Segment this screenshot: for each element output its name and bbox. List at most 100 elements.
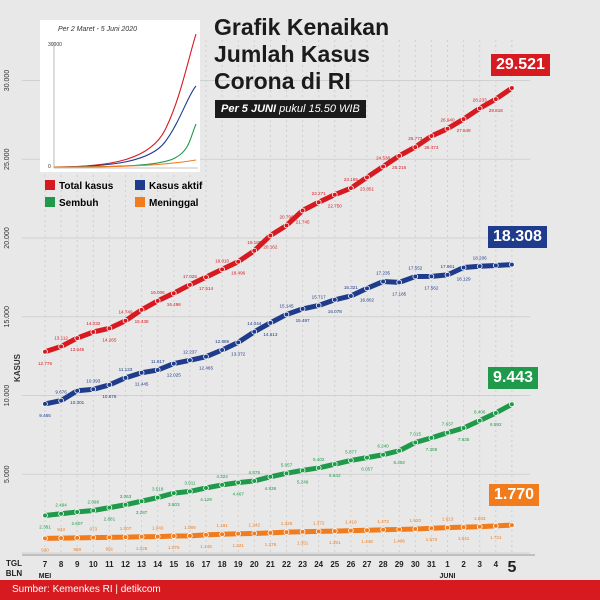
data-point-total [509,85,515,91]
data-point-total [412,144,419,150]
x-tick-label: 5 [507,559,516,576]
data-label-aktif: 16.321 [344,285,358,290]
data-label-sembuh: 4.575 [249,470,261,475]
data-label-aktif: 15.145 [279,303,293,308]
data-point-meninggal [492,523,499,529]
data-label-total: 19.189 [247,240,261,245]
x-tick-label: 13 [137,560,146,569]
data-point-meninggal [444,524,451,531]
data-label-total: 16.006 [151,290,165,295]
data-label-aktif: 13.372 [231,351,245,356]
inset-line-aktif [53,85,197,168]
data-label-aktif: 12.889 [215,339,229,344]
data-label-meninggal: 1.473 [377,519,389,524]
data-label-total: 20.796 [279,214,293,219]
data-label-aktif: 9.676 [55,390,67,395]
data-label-total: 23.165 [344,177,358,182]
data-label-aktif: 12.237 [183,349,197,354]
data-label-sembuh: 2.698 [88,500,100,505]
data-label-total: 17.514 [199,286,213,291]
data-point-total [460,116,467,122]
data-label-aktif: 15.717 [312,294,326,299]
data-label-sembuh: 2.881 [104,517,116,522]
data-label-sembuh: 2.494 [55,503,67,508]
data-point-sembuh [412,439,419,446]
x-tick-label: 23 [298,560,307,569]
data-point-sembuh [154,494,161,501]
data-point-aktif [428,273,435,280]
data-point-sembuh [251,478,258,484]
data-label-aktif: 18.129 [457,276,471,281]
x-tick-label: 22 [282,560,291,569]
data-point-aktif [235,339,242,346]
data-label-total: 26.940 [440,118,454,123]
data-point-sembuh [106,504,113,511]
data-point-aktif [315,302,322,309]
data-label-meninggal: 943 [57,527,65,532]
data-label-sembuh: 7.935 [458,437,470,442]
data-label-meninggal: 973 [89,527,97,532]
data-point-sembuh [122,501,129,508]
data-point-sembuh [58,510,64,517]
x-tick-label: 18 [218,560,227,569]
source-footer: Sumber: Kemenkes RI | detikcom [0,580,600,600]
data-label-meninggal: 1.573 [426,537,438,542]
x-tick-label: 19 [234,560,243,569]
data-label-total: 22.750 [328,204,342,209]
data-label-meninggal: 930 [41,547,49,552]
page-title: Grafik Kenaikan Jumlah Kasus Corona di R… [214,14,390,94]
data-point-sembuh [171,490,177,496]
data-label-meninggal: 1.663 [474,516,486,521]
data-point-aktif [509,261,515,268]
legend-label: Sembuh [59,198,99,209]
legend-swatch [45,180,55,190]
subtitle-badge: Per 5 JUNI pukul 15.50 WIB [215,100,366,118]
data-point-sembuh [187,488,193,495]
inset-line-total [53,33,197,168]
callout-meninggal: 1.770 [489,484,540,506]
subtitle-time: pukul 15.50 WIB [279,103,360,115]
data-point-sembuh [444,429,451,436]
legend-swatch [135,180,145,190]
data-label-sembuh: 4.467 [232,492,244,497]
data-label-sembuh: 5.402 [313,457,325,462]
data-point-sembuh [74,509,80,515]
data-label-aktif: 11.617 [151,359,165,364]
data-point-total [315,199,322,206]
x-axis-label-bottom: BLN [6,569,23,578]
data-point-aktif [74,387,80,394]
data-point-aktif [58,397,64,404]
data-label-meninggal: 1.641 [458,536,470,541]
data-label-aktif: 12.025 [167,373,181,378]
data-label-sembuh: 3.287 [136,510,148,515]
data-point-total [396,153,403,159]
legend-item-total: Total kasus [45,180,113,192]
data-point-meninggal [364,527,370,533]
data-label-meninggal: 1.391 [329,540,341,545]
data-point-aktif [219,347,225,353]
data-point-total [235,258,242,265]
data-point-total [348,185,354,191]
x-tick-label: 4 [494,560,499,569]
data-point-aktif [138,369,145,376]
data-label-aktif: 17.661 [440,264,454,269]
inset-plot: 30000 0 [48,33,198,170]
data-point-aktif [364,285,370,292]
data-point-aktif [187,357,193,364]
data-label-total: 22.271 [312,191,326,196]
data-point-meninggal [396,526,403,533]
data-label-total: 16.496 [167,302,181,307]
data-label-total: 14.032 [86,321,100,326]
callout-aktif: 18.308 [488,226,547,248]
data-point-sembuh [364,454,370,461]
data-label-aktif: 12.465 [199,366,213,371]
data-label-total: 20.162 [263,244,277,249]
data-label-meninggal: 1.278 [265,542,277,547]
data-point-sembuh [299,467,306,474]
series-line-meninggal [42,522,515,541]
y-axis-label: KASUS [13,353,22,382]
y-tick-label: 30.000 [4,70,11,92]
data-label-aktif: 10.676 [102,394,116,399]
data-label-sembuh: 5.642 [329,473,341,478]
data-label-meninggal: 959 [73,547,81,552]
